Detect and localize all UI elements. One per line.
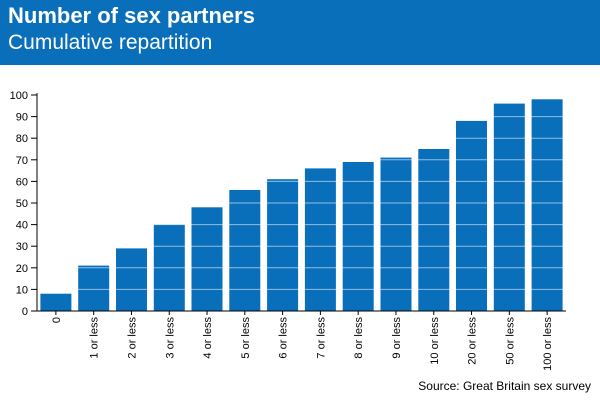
x-tick-label-8: 8 or less: [353, 317, 365, 359]
bar-13: [531, 99, 563, 311]
y-tick-label-5: 50: [16, 198, 28, 210]
x-tick-label-0: 0: [51, 317, 63, 323]
y-tick-label-1: 10: [16, 284, 28, 296]
bar-6: [267, 179, 299, 311]
x-tick-label-11: 20 or less: [467, 317, 479, 365]
x-tick-label-5: 5 or less: [240, 317, 252, 359]
x-tick-label-12: 50 or less: [504, 317, 516, 365]
y-tick-label-10: 100: [10, 90, 28, 102]
chart-title: Number of sex partners: [8, 3, 255, 28]
y-tick-label-2: 20: [16, 263, 28, 275]
y-tick-label-9: 90: [16, 112, 28, 124]
chart-subtitle: Cumulative repartition: [8, 31, 213, 54]
x-tick-label-10: 10 or less: [429, 317, 441, 365]
x-tick-label-2: 2 or less: [127, 317, 139, 359]
bar-11: [456, 120, 487, 312]
x-tick-label-9: 9 or less: [391, 317, 403, 359]
y-tick-label-8: 80: [16, 133, 28, 145]
chart-header: Number of sex partners Cumulative repart…: [0, 0, 600, 65]
bar-2: [116, 248, 147, 311]
bar-0: [40, 293, 72, 311]
y-tick-label-7: 70: [16, 155, 28, 167]
bar-5: [229, 190, 261, 311]
bar-7: [304, 168, 336, 311]
x-tick-label-6: 6 or less: [278, 317, 290, 359]
y-tick-label-6: 60: [16, 176, 28, 188]
bar-1: [78, 265, 110, 311]
bar-9: [380, 157, 412, 311]
y-tick-label-0: 0: [22, 306, 28, 318]
source-note: Source: Great Britain sex survey: [418, 379, 591, 393]
x-tick-label-4: 4 or less: [202, 317, 214, 359]
x-tick-label-7: 7 or less: [315, 317, 327, 359]
bar-10: [418, 149, 450, 311]
y-tick-label-3: 30: [16, 241, 28, 253]
bar-12: [493, 103, 525, 311]
x-tick-label-13: 100 or less: [542, 317, 554, 371]
x-tick-label-1: 1 or less: [89, 317, 101, 359]
x-tick-label-3: 3 or less: [164, 317, 176, 359]
bar-4: [191, 207, 223, 311]
y-tick-label-4: 40: [16, 220, 28, 232]
bar-chart: 0 10 20 30 40 50 60 70 80 90 100 0 1 or less 2 or les…: [10, 90, 566, 371]
bar-8: [342, 162, 374, 311]
